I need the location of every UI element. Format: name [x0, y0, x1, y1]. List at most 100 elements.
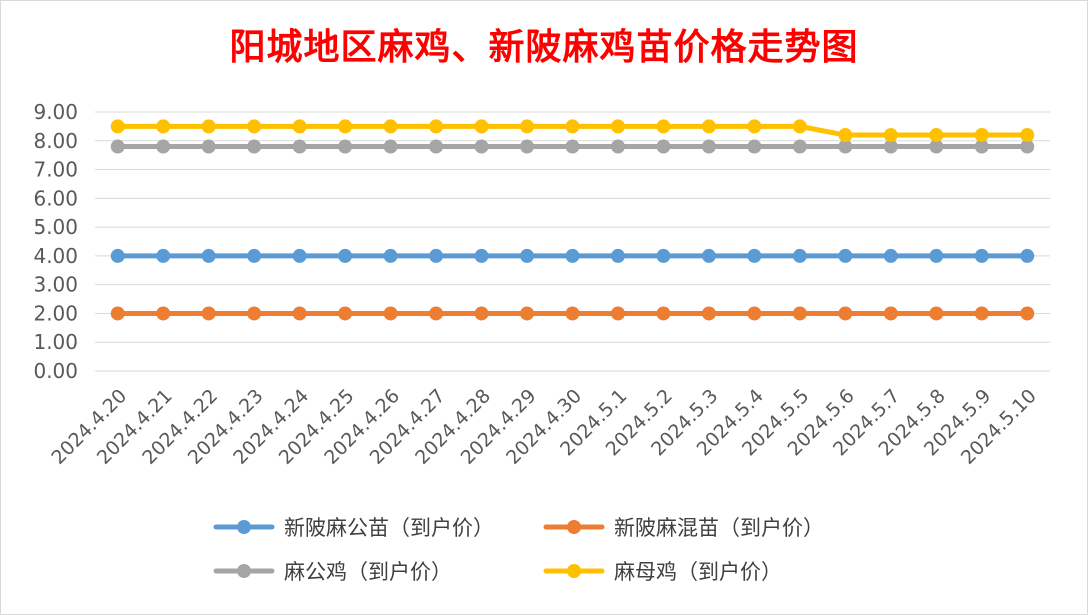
series-2-point-13 [701, 139, 716, 154]
series-1-point-9 [520, 306, 535, 321]
series-3-point-12 [656, 119, 671, 134]
series-2-point-16 [838, 139, 853, 154]
series-1-point-13 [701, 306, 716, 321]
legend-item-2: 麻公鸡（到户价） [212, 556, 542, 586]
y-tick-label-3: 3.00 [33, 273, 78, 297]
y-tick-label-8: 8.00 [33, 129, 78, 153]
series-2-point-10 [565, 139, 580, 154]
legend-swatch-marker-1 [567, 520, 581, 534]
series-0-point-3 [247, 248, 262, 263]
series-1-point-16 [838, 306, 853, 321]
series-0-point-14 [747, 248, 762, 263]
series-0-point-6 [383, 248, 398, 263]
series-0-point-1 [156, 248, 171, 263]
series-3-point-18 [929, 128, 944, 143]
chart-title: 阳城地区麻鸡、新陂麻鸡苗价格走势图 [229, 26, 859, 68]
series-3-point-1 [156, 119, 171, 134]
legend-item-3: 麻母鸡（到户价） [542, 556, 882, 586]
legend-swatch-marker-3 [567, 564, 581, 578]
series-3-point-16 [838, 128, 853, 143]
series-3-point-8 [474, 119, 489, 134]
series-1-point-5 [338, 306, 353, 321]
series-2-point-11 [610, 139, 625, 154]
series-1-point-0 [110, 306, 125, 321]
series-1-point-4 [292, 306, 307, 321]
series-1-point-10 [565, 306, 580, 321]
series-1-point-6 [383, 306, 398, 321]
series-2-point-15 [792, 139, 807, 154]
series-2-point-7 [429, 139, 444, 154]
legend-swatch-3 [543, 564, 605, 578]
series-0-point-11 [610, 248, 625, 263]
series-1-point-2 [201, 306, 216, 321]
series-1-point-18 [929, 306, 944, 321]
series-0-point-4 [292, 248, 307, 263]
series-3-point-15 [792, 119, 807, 134]
y-tick-label-6: 6.00 [33, 186, 78, 210]
series-1-point-20 [1020, 306, 1035, 321]
series-2-point-6 [383, 139, 398, 154]
series-2-point-2 [201, 139, 216, 154]
series-2-point-18 [929, 139, 944, 154]
legend-label-2: 麻公鸡（到户价） [284, 560, 452, 584]
y-tick-label-2: 2.00 [33, 301, 78, 325]
series-2-point-19 [974, 139, 989, 154]
series-3-point-14 [747, 119, 762, 134]
series-3-point-4 [292, 119, 307, 134]
series-3-point-10 [565, 119, 580, 134]
series-0-point-10 [565, 248, 580, 263]
series-3-point-20 [1020, 128, 1035, 143]
series-1-point-3 [247, 306, 262, 321]
series-3-point-17 [883, 128, 898, 143]
series-3-point-5 [338, 119, 353, 134]
series-0-point-18 [929, 248, 944, 263]
chart-legend: 新陂麻公苗（到户价） 新陂麻混苗（到户价） 麻公鸡（到户价） 麻母鸡（到户价） [212, 512, 912, 586]
series-3-point-11 [610, 119, 625, 134]
series-2-point-5 [338, 139, 353, 154]
series-1-point-15 [792, 306, 807, 321]
series-0-point-9 [520, 248, 535, 263]
legend-item-0: 新陂麻公苗（到户价） [212, 512, 542, 542]
legend-swatch-1 [543, 520, 605, 534]
series-1-point-12 [656, 306, 671, 321]
legend-swatch-0 [213, 520, 275, 534]
series-3-point-0 [110, 119, 125, 134]
series-0-point-0 [110, 248, 125, 263]
series-3-point-2 [201, 119, 216, 134]
series-0-point-20 [1020, 248, 1035, 263]
series-1-point-7 [429, 306, 444, 321]
legend-label-0: 新陂麻公苗（到户价） [284, 516, 494, 540]
series-2-point-12 [656, 139, 671, 154]
series-3-point-13 [701, 119, 716, 134]
series-1-point-19 [974, 306, 989, 321]
series-2-point-20 [1020, 139, 1035, 154]
series-3-point-19 [974, 128, 989, 143]
series-3-point-3 [247, 119, 262, 134]
legend-label-1: 新陂麻混苗（到户价） [614, 516, 824, 540]
series-2-point-0 [110, 139, 125, 154]
series-1-point-11 [610, 306, 625, 321]
series-0-point-12 [656, 248, 671, 263]
y-tick-label-9: 9.00 [33, 100, 78, 124]
series-0-point-17 [883, 248, 898, 263]
y-tick-label-7: 7.00 [33, 158, 78, 182]
series-1-point-17 [883, 306, 898, 321]
series-2-point-17 [883, 139, 898, 154]
legend-swatch-2 [213, 564, 275, 578]
series-2-point-14 [747, 139, 762, 154]
legend-swatch-marker-0 [237, 520, 251, 534]
series-1-point-1 [156, 306, 171, 321]
y-tick-label-0: 0.00 [33, 359, 78, 383]
y-tick-label-5: 5.00 [33, 215, 78, 239]
series-2-point-1 [156, 139, 171, 154]
legend-swatch-marker-2 [237, 564, 251, 578]
series-0-point-15 [792, 248, 807, 263]
series-0-point-13 [701, 248, 716, 263]
series-0-point-16 [838, 248, 853, 263]
series-2-point-4 [292, 139, 307, 154]
series-0-point-2 [201, 248, 216, 263]
series-3-point-6 [383, 119, 398, 134]
series-0-point-7 [429, 248, 444, 263]
